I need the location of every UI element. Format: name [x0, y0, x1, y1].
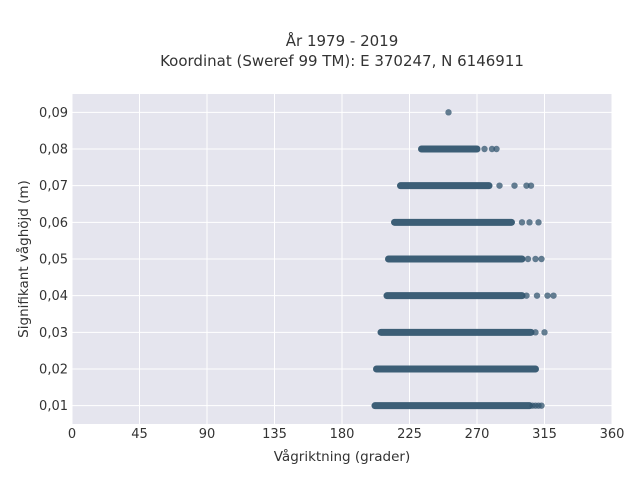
data-point [535, 219, 542, 226]
data-point [532, 255, 539, 263]
y-axis-label: Signifikant våghöjd (m) [15, 180, 32, 338]
y-tick-label: 0,09 [39, 106, 68, 121]
y-tick-label: 0,02 [39, 363, 68, 378]
x-tick-label: 45 [131, 427, 148, 442]
y-tick-label: 0,05 [39, 253, 68, 268]
x-tick-label: 360 [600, 427, 625, 442]
x-tick-label: 270 [465, 427, 490, 442]
data-point [524, 255, 532, 263]
data-point [533, 292, 541, 299]
chart-subtitle: Koordinat (Sweref 99 TM): E 370247, N 61… [160, 52, 524, 70]
data-point [544, 292, 551, 299]
x-axis-label: Vågriktning (grader) [274, 448, 411, 465]
data-point [526, 219, 533, 226]
data-point [550, 292, 557, 299]
x-tick-label: 90 [199, 427, 216, 442]
y-tick-label: 0,07 [39, 179, 68, 194]
data-point [541, 329, 548, 336]
x-tick-label: 0 [68, 427, 76, 442]
y-tick-label: 0,08 [39, 143, 68, 158]
data-points [371, 109, 557, 410]
y-tick-label: 0,03 [39, 326, 68, 341]
x-tick-label: 180 [330, 427, 355, 442]
data-point [511, 182, 518, 189]
x-tick-label: 135 [262, 427, 287, 442]
data-point [445, 109, 452, 116]
y-axis-ticks: 0,01 0,02 0,03 0,04 0,05 0,06 0,07 0,08 0,09 [39, 106, 68, 414]
data-point [538, 402, 545, 409]
y-tick-label: 0,06 [39, 216, 68, 231]
chart-title: År 1979 - 2019 [286, 31, 399, 50]
data-point [523, 182, 530, 189]
y-tick-label: 0,04 [39, 289, 68, 304]
data-point [518, 219, 526, 226]
data-point [481, 145, 488, 153]
data-point [488, 145, 496, 153]
y-tick-label: 0,01 [39, 399, 68, 414]
x-tick-label: 225 [397, 427, 422, 442]
x-tick-label: 315 [532, 427, 557, 442]
data-point [532, 329, 539, 336]
data-point [523, 292, 530, 299]
data-point [496, 182, 503, 189]
x-axis-ticks: 0 45 90 135 180 225 270 315 360 [68, 427, 625, 442]
data-point [527, 182, 535, 189]
data-point [538, 255, 545, 263]
data-point [493, 145, 500, 153]
